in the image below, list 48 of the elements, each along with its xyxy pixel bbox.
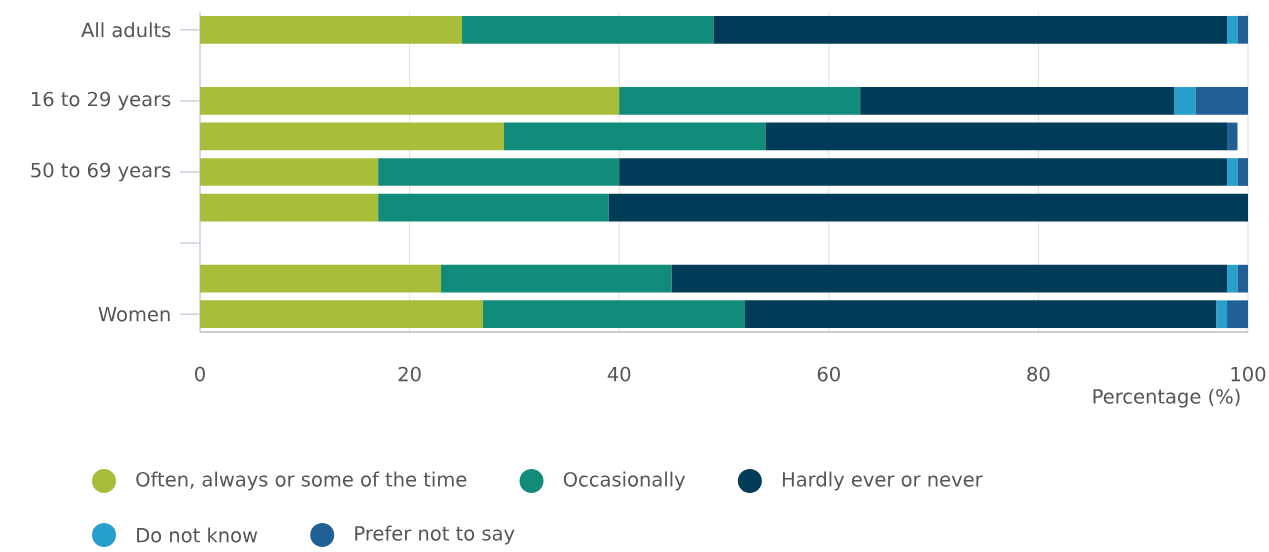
bar [860,87,1175,115]
bar [619,158,1228,186]
bar [713,15,1228,44]
bar [1174,87,1196,115]
bar [744,300,1217,329]
bar [1227,264,1238,293]
bar [1227,15,1238,44]
legend-label: Hardly ever or never [782,471,983,491]
bar [1227,300,1248,329]
x-tick-label: 80 [1027,366,1050,382]
x-tick-label: 100 [1231,366,1266,382]
bar [619,87,861,115]
bar [482,300,745,329]
bar [200,264,442,293]
bar [200,15,462,44]
bar [200,122,504,151]
x-tick-label: 60 [817,366,840,382]
bar [200,300,483,329]
x-tick-label: 40 [607,366,631,382]
bar [765,122,1228,151]
bar [1195,87,1248,115]
bar [1227,158,1238,186]
y-tick-label: All adults [81,22,171,38]
bar [200,193,379,222]
y-tick-label: 16 to 29 years [31,91,171,111]
legend-label: Occasionally [563,471,686,491]
bar [200,158,379,186]
x-tick-label: 0 [195,366,205,382]
y-tick-label: 50 to 69 years [31,162,171,182]
legend-label: Often, always or some of the time [136,471,467,491]
bar [1216,300,1228,329]
bar [1237,15,1248,44]
bar [1227,122,1238,151]
bar [378,158,620,186]
bar [608,193,1248,222]
legend-label: Do not know [137,527,258,543]
bar [441,264,672,293]
bar [1237,158,1248,186]
y-tick-label: Women [98,306,170,322]
bar [503,122,766,151]
x-tick-label: 20 [398,366,421,382]
bar [200,87,620,115]
bar [462,15,714,44]
bar [378,193,609,222]
bar [671,264,1228,293]
legend-label: Prefer not to say [355,525,515,545]
x-axis-title: Percentage (%) [1093,388,1240,408]
bar [1237,264,1248,293]
